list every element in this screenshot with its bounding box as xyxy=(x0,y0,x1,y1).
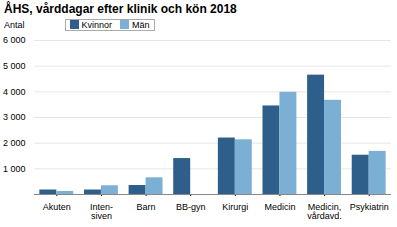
html-text:Män: Män xyxy=(132,20,150,30)
svg-text:BB-gyn: BB-gyn xyxy=(176,202,206,212)
svg-text:1 000: 1 000 xyxy=(3,164,26,174)
svg-text:Kirurgi: Kirurgi xyxy=(222,202,248,212)
svg-text:Akuten: Akuten xyxy=(43,202,71,212)
html-text:ÅHS, vårddagar efter klinik oc: ÅHS, vårddagar efter klinik och kön 2018 xyxy=(4,2,237,16)
svg-text:4 000: 4 000 xyxy=(3,87,26,97)
svg-text:5 000: 5 000 xyxy=(3,61,26,71)
html-text:Antal: Antal xyxy=(4,20,25,30)
svg-text:Medicin,vårdavd.: Medicin,vårdavd. xyxy=(307,202,342,221)
svg-text:Barn: Barn xyxy=(137,202,156,212)
svg-text:Inten-siven: Inten-siven xyxy=(90,202,113,221)
svg-text:2 000: 2 000 xyxy=(3,138,26,148)
svg-text:6 000: 6 000 xyxy=(3,35,26,45)
html-text:Kvinnor: Kvinnor xyxy=(81,20,112,30)
svg-text:Medicin: Medicin xyxy=(264,202,295,212)
svg-text:3 000: 3 000 xyxy=(3,112,26,122)
svg-text:Psykiatrin: Psykiatrin xyxy=(350,202,389,212)
